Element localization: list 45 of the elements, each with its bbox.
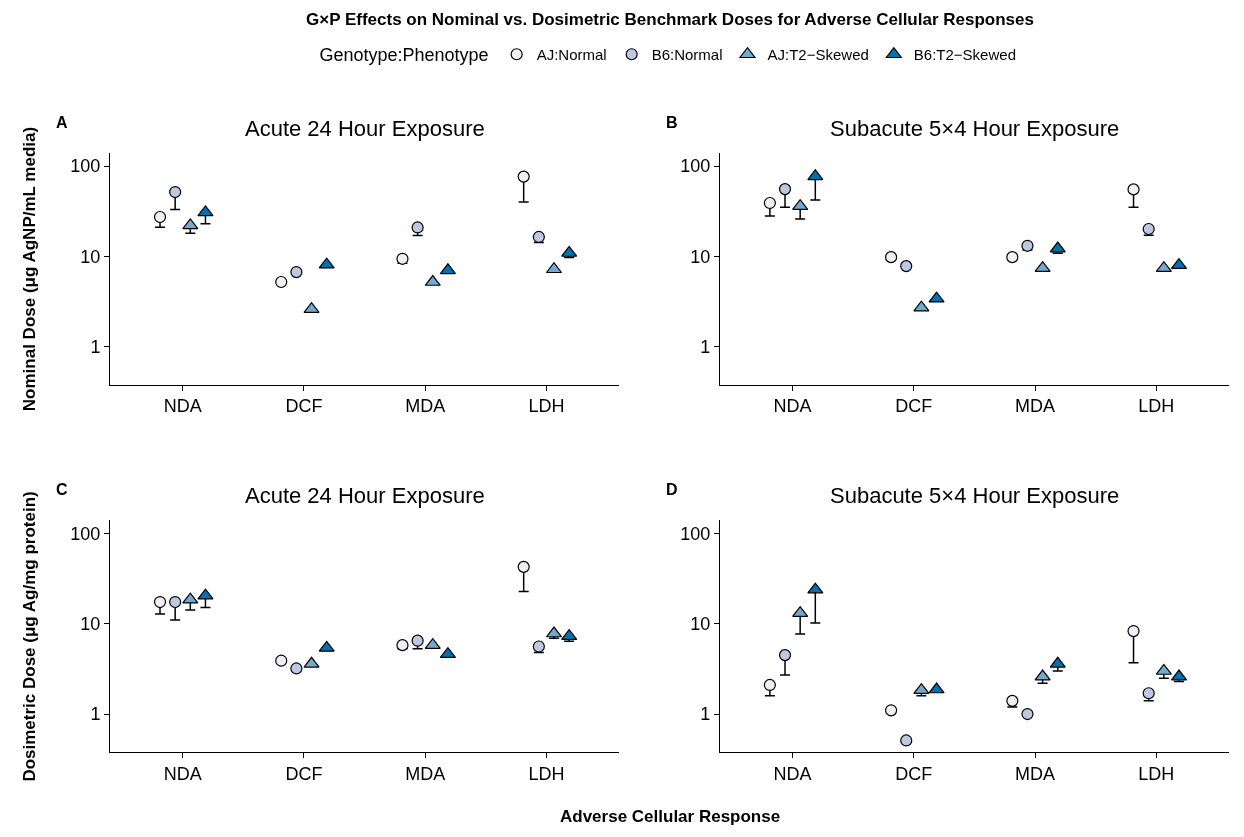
x-tick-label: MDA <box>1015 763 1056 784</box>
y-tick-label: 100 <box>70 156 101 177</box>
chart-title: Subacute 5×4 Hour Exposure <box>830 483 1120 508</box>
y-tick-label: 10 <box>690 246 711 267</box>
y-tick-label: 100 <box>680 523 711 544</box>
x-tick-label: NDA <box>773 763 812 784</box>
chart-title: Subacute 5×4 Hour Exposure <box>830 116 1120 141</box>
text: C <box>56 481 68 498</box>
y-tick-label: 1 <box>90 336 101 357</box>
x-tick-label: DCF <box>895 396 933 417</box>
x-tick-label: LDH <box>528 763 565 784</box>
x-tick-label: NDA <box>163 396 202 417</box>
x-tick-label: DCF <box>285 396 323 417</box>
x-tick-label: DCF <box>285 763 323 784</box>
y-tick-label: 10 <box>80 614 101 635</box>
x-tick-label: MDA <box>405 763 446 784</box>
x-tick-label: DCF <box>895 763 933 784</box>
x-tick-label: LDH <box>528 396 565 417</box>
y-tick-label: 10 <box>690 614 711 635</box>
text: D <box>666 481 678 498</box>
y-tick-label: 10 <box>80 246 101 267</box>
y-axis-title: Nominal Dose (μg AgNP/mL media) <box>19 126 39 412</box>
y-tick-label: 100 <box>680 156 711 177</box>
x-tick-label: MDA <box>405 396 446 417</box>
y-tick-label: 100 <box>70 523 101 544</box>
legend-label: AJ:Normal <box>536 46 607 64</box>
y-tick-label: 1 <box>90 704 101 725</box>
x-axis-title: Adverse Cellular Response <box>560 807 781 826</box>
y-tick-label: 1 <box>700 336 711 357</box>
legend-title: Genotype:Phenotype <box>319 45 489 66</box>
chart-title: Acute 24 Hour Exposure <box>245 116 485 141</box>
y-axis-title: Dosimetric Dose (μg Ag/mg protein) <box>20 491 40 782</box>
legend-label: B6:Normal <box>651 46 723 64</box>
text: B <box>666 114 678 131</box>
x-tick-label: LDH <box>1138 763 1175 784</box>
text: G×P Effects on Nominal vs. Dosimetric Benchmark Doses for Adverse Cellular Responses <box>306 10 1034 29</box>
x-tick-label: NDA <box>163 763 202 784</box>
x-tick-label: MDA <box>1015 396 1056 417</box>
chart-title: Acute 24 Hour Exposure <box>245 483 485 508</box>
x-tick-label: NDA <box>773 396 812 417</box>
y-tick-label: 1 <box>700 704 711 725</box>
x-tick-label: LDH <box>1138 396 1175 417</box>
text: A <box>56 114 68 131</box>
legend-label: B6:T2−Skewed <box>913 46 1016 64</box>
legend-label: AJ:T2−Skewed <box>767 46 869 64</box>
